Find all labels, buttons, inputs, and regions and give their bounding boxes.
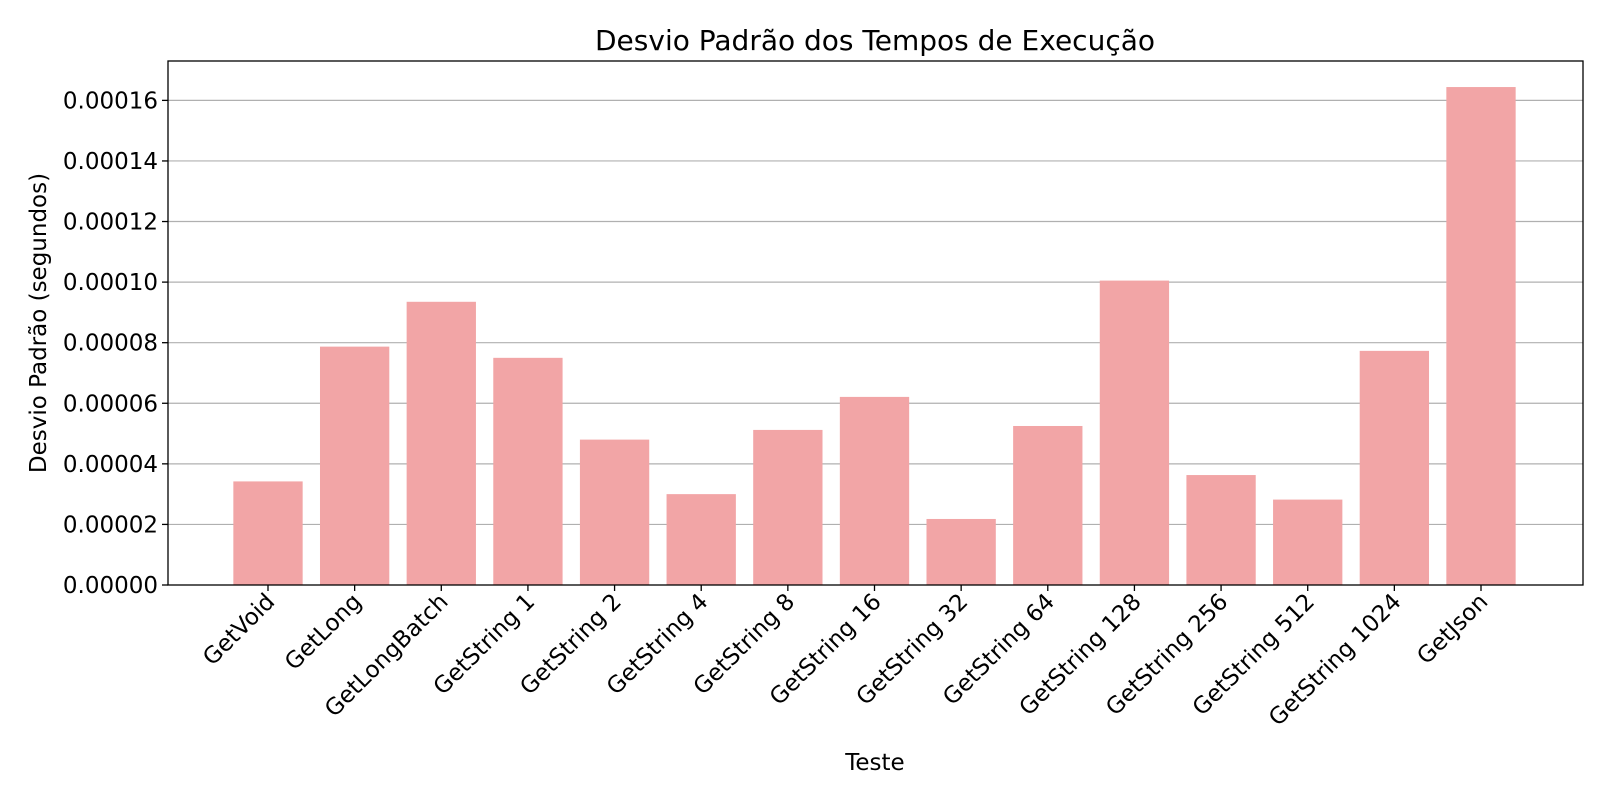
x-tick-label: GetJson <box>1412 589 1493 670</box>
y-tick-label: 0.00008 <box>63 331 158 357</box>
bar <box>926 518 996 585</box>
x-axis-label: Teste <box>844 750 904 776</box>
bar <box>839 396 910 585</box>
y-axis-label: Desvio Padrão (segundos) <box>26 173 52 473</box>
bar <box>666 494 736 585</box>
y-tick-label: 0.00016 <box>63 88 158 114</box>
bar <box>233 481 303 585</box>
bar <box>579 439 650 585</box>
x-tick-label: GetVoid <box>198 589 280 671</box>
bar <box>1099 280 1170 585</box>
bar <box>406 301 476 585</box>
bar <box>493 357 563 585</box>
x-tick-label: GetLong <box>280 589 367 676</box>
bar <box>1013 425 1083 585</box>
bar <box>1446 87 1516 585</box>
chart-title: Desvio Padrão dos Tempos de Execução <box>595 24 1155 57</box>
bar <box>1186 475 1256 585</box>
plot-frame <box>167 60 1584 586</box>
bar <box>1359 350 1430 585</box>
y-tick-label: 0.00000 <box>63 573 158 599</box>
y-tick-label: 0.00004 <box>63 452 158 478</box>
bars <box>233 87 1516 585</box>
y-tick-label: 0.00010 <box>63 270 158 296</box>
y-tick-label: 0.00002 <box>63 512 158 538</box>
bar <box>319 346 390 585</box>
y-tick-label: 0.00012 <box>63 210 158 236</box>
bar <box>753 429 823 585</box>
bar <box>1273 499 1343 585</box>
y-tick-label: 0.00006 <box>63 391 158 417</box>
y-tick-label: 0.00014 <box>63 149 158 175</box>
